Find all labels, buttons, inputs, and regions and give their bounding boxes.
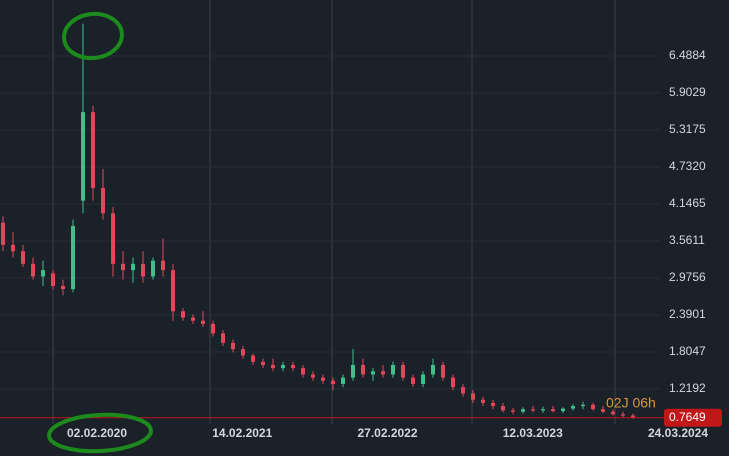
y-tick-label: 3.5611 [669, 233, 705, 247]
candle-body [451, 377, 455, 388]
candle-body [401, 364, 405, 378]
candle-body [361, 364, 365, 375]
y-tick-label: 1.2192 [669, 381, 706, 395]
candle-body [201, 320, 205, 324]
candles [1, 23, 635, 419]
candle-body [191, 317, 195, 321]
candle-body [211, 323, 215, 334]
grid [0, 0, 660, 424]
candle-body [121, 263, 125, 271]
candle-body [271, 364, 275, 369]
candle-body [481, 399, 485, 403]
y-tick-label: 4.7320 [669, 159, 706, 173]
x-tick-label: 02.02.2020 [67, 426, 127, 440]
y-tick-label: 5.9029 [669, 85, 706, 99]
candle-body [221, 333, 225, 343]
candle-body [321, 377, 325, 381]
y-tick-label: 2.9756 [669, 270, 706, 284]
candle-body [341, 377, 345, 384]
candle-body [251, 355, 255, 362]
candle-body [171, 270, 175, 312]
candle-body [431, 364, 435, 375]
candle-body [111, 213, 115, 264]
candle-body [371, 371, 375, 375]
candle-body [611, 411, 615, 415]
candle-body [11, 244, 15, 252]
candle-body [491, 402, 495, 407]
candle-body [41, 270, 45, 277]
candle-body [591, 404, 595, 410]
candle-body [31, 263, 35, 277]
candle-body [391, 364, 395, 375]
candle-body [261, 361, 265, 365]
x-tick-label: 12.03.2023 [503, 426, 563, 440]
candle-body [131, 263, 135, 271]
candle-body [631, 415, 635, 418]
countdown: 02J 06h [606, 395, 656, 411]
candle-body [301, 368, 305, 375]
axis: 6.4884 5.9029 5.3175 4.7320 4.1465 3.5611 2.97… [0, 48, 722, 440]
candle-body [231, 342, 235, 350]
candle-body [471, 393, 475, 400]
candle-body [71, 225, 75, 290]
candle-body [541, 409, 545, 411]
y-tick-label: 2.3901 [669, 307, 706, 321]
candle-body [561, 408, 565, 412]
candle-body [151, 260, 155, 277]
candle-body [441, 364, 445, 378]
candle-body [621, 414, 625, 416]
candle-body [51, 273, 55, 286]
candle-body [551, 409, 555, 412]
candle-body [421, 374, 425, 384]
y-tick-label: 6.4884 [669, 48, 706, 62]
y-tick-label: 4.1465 [669, 196, 706, 210]
x-tick-label: 27.02.2022 [357, 426, 417, 440]
candle-body [161, 260, 165, 271]
highlight-circle [62, 11, 124, 61]
candle-body [21, 251, 25, 264]
candle-body [571, 406, 575, 409]
candle-body [101, 187, 105, 214]
candle-body [501, 406, 505, 411]
y-tick-label: 1.8047 [669, 344, 706, 358]
candle-body [461, 387, 465, 394]
candle-body [331, 380, 335, 384]
candle-body [61, 285, 65, 290]
candle-body [91, 112, 95, 188]
candle-body [181, 311, 185, 318]
candle-body [291, 364, 295, 369]
last-price-box [664, 408, 722, 427]
candle-body [311, 374, 315, 378]
y-tick-label: 5.3175 [669, 122, 706, 136]
candle-body [581, 404, 585, 407]
highlight-circle [47, 412, 153, 454]
candle-body [601, 409, 605, 412]
candle-body [381, 371, 385, 375]
candle-body [81, 112, 85, 201]
candle-body [1, 222, 5, 245]
candle-body [141, 263, 145, 277]
candle-body [351, 364, 355, 378]
x-tick-label: 24.03.2024 [648, 426, 708, 440]
candle-body [521, 409, 525, 412]
x-tick-label: 14.02.2021 [212, 426, 272, 440]
candle-body [411, 377, 415, 384]
last-price-label: 0.7649 [669, 410, 706, 424]
candle-body [241, 349, 245, 356]
candle-body [511, 410, 515, 412]
candle-body [281, 364, 285, 369]
candle-body [531, 409, 535, 411]
